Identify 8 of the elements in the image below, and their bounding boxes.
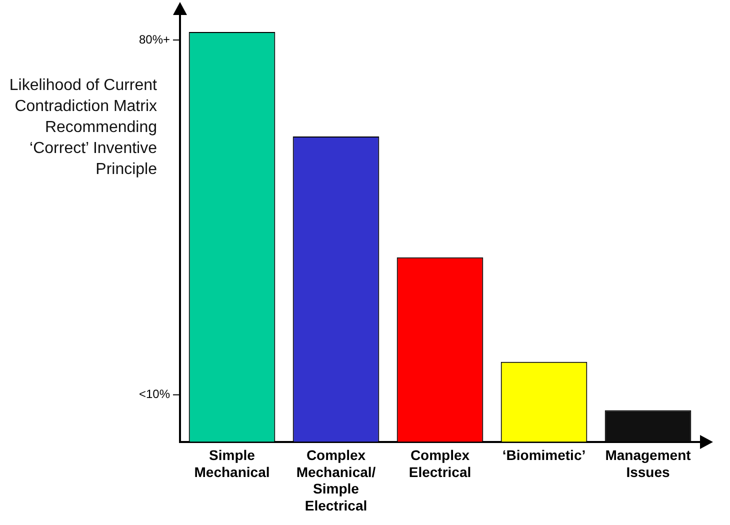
text: <10%: [138, 387, 170, 402]
text: 80%+: [138, 32, 170, 46]
x-tick-label: Simple Mechanical: [194, 447, 270, 480]
x-tick-label: Complex Mechanical/ Simple Electrical: [296, 447, 376, 514]
x-tick-label: ‘Biomimetic’: [502, 447, 586, 464]
x-tick-label: Complex Electrical: [408, 447, 472, 480]
y-axis-title: Likelihood of Current Contradiction Matrix Recommending ‘Correct’ Inventive Principle: [8, 76, 157, 180]
x-tick-label: Management Issues: [605, 447, 692, 480]
